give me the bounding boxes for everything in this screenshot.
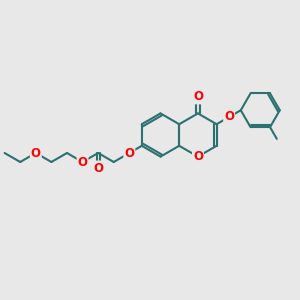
Text: O: O <box>193 90 203 104</box>
Text: O: O <box>93 161 103 175</box>
Text: O: O <box>193 150 203 163</box>
Text: O: O <box>124 146 134 160</box>
Text: O: O <box>31 146 41 160</box>
Text: O: O <box>78 155 88 169</box>
Text: O: O <box>224 110 234 124</box>
